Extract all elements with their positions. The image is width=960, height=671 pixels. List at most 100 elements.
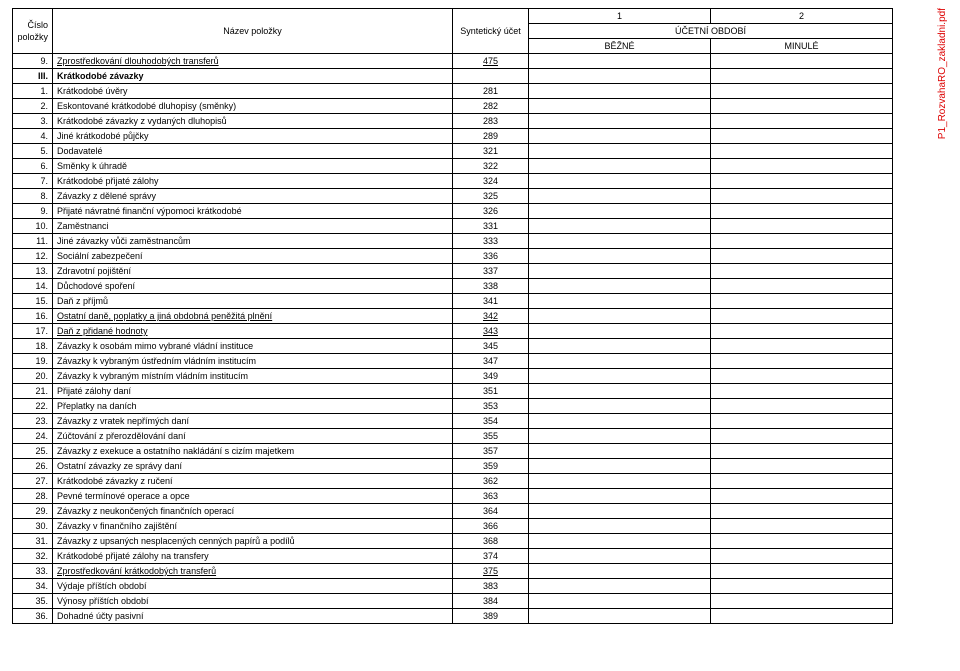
row-number: 5. [13, 144, 53, 159]
table-row: 23.Závazky z vratek nepřímých daní354 [13, 414, 893, 429]
row-account: 322 [453, 159, 529, 174]
table-row: 30.Závazky v finančního zajištění366 [13, 519, 893, 534]
table-row: 9.Zprostředkování dlouhodobých transferů… [13, 54, 893, 69]
row-period-current [529, 54, 711, 69]
row-number: 9. [13, 54, 53, 69]
row-period-past [711, 459, 893, 474]
row-name: Daň z přidané hodnoty [53, 324, 453, 339]
row-period-current [529, 384, 711, 399]
row-period-past [711, 99, 893, 114]
header-period-past: MINULÉ [711, 39, 893, 54]
row-period-current [529, 84, 711, 99]
table-row: 14.Důchodové spoření338 [13, 279, 893, 294]
table-row: 11.Jiné závazky vůči zaměstnancům333 [13, 234, 893, 249]
row-account: 281 [453, 84, 529, 99]
row-account: 354 [453, 414, 529, 429]
row-account: 362 [453, 474, 529, 489]
row-name: Dodavatelé [53, 144, 453, 159]
row-account: 384 [453, 594, 529, 609]
row-name: Krátkodobé závazky z ručení [53, 474, 453, 489]
row-number: 18. [13, 339, 53, 354]
header-period-1: 1 [529, 9, 711, 24]
row-number: 1. [13, 84, 53, 99]
row-number: 36. [13, 609, 53, 624]
row-account: 336 [453, 249, 529, 264]
row-period-current [529, 534, 711, 549]
row-period-current [529, 144, 711, 159]
row-name: Krátkodobé úvěry [53, 84, 453, 99]
row-account: 364 [453, 504, 529, 519]
row-period-current [529, 99, 711, 114]
table-row: 12.Sociální zabezpečení336 [13, 249, 893, 264]
row-name: Krátkodobé přijaté zálohy na transfery [53, 549, 453, 564]
row-number: 30. [13, 519, 53, 534]
row-period-past [711, 339, 893, 354]
row-name: Zprostředkování krátkodobých transferů [53, 564, 453, 579]
row-period-current [529, 459, 711, 474]
row-number: 23. [13, 414, 53, 429]
row-period-past [711, 294, 893, 309]
row-number: 4. [13, 129, 53, 144]
row-number: 28. [13, 489, 53, 504]
table-row: 7.Krátkodobé přijaté zálohy324 [13, 174, 893, 189]
table-row: 9.Přijaté návratné finanční výpomoci krá… [13, 204, 893, 219]
row-period-current [529, 324, 711, 339]
row-period-current [529, 579, 711, 594]
row-account: 349 [453, 369, 529, 384]
row-period-past [711, 444, 893, 459]
row-name: Pevné termínové operace a opce [53, 489, 453, 504]
row-number: 34. [13, 579, 53, 594]
row-period-current [529, 564, 711, 579]
row-period-past [711, 489, 893, 504]
row-account: 359 [453, 459, 529, 474]
row-period-past [711, 519, 893, 534]
row-name: Závazky z exekuce a ostatního nakládání … [53, 444, 453, 459]
row-number: 6. [13, 159, 53, 174]
row-number: 9. [13, 204, 53, 219]
row-number: 21. [13, 384, 53, 399]
table-row: 5.Dodavatelé321 [13, 144, 893, 159]
row-account [453, 69, 529, 84]
row-number: 17. [13, 324, 53, 339]
row-number: 33. [13, 564, 53, 579]
row-account: 333 [453, 234, 529, 249]
row-period-current [529, 294, 711, 309]
row-account: 326 [453, 204, 529, 219]
row-account: 342 [453, 309, 529, 324]
row-number: 10. [13, 219, 53, 234]
row-name: Výdaje příštích období [53, 579, 453, 594]
table-row: 28.Pevné termínové operace a opce363 [13, 489, 893, 504]
row-period-current [529, 174, 711, 189]
table-row: 4.Jiné krátkodobé půjčky289 [13, 129, 893, 144]
row-number: 14. [13, 279, 53, 294]
row-name: Ostatní daně, poplatky a jiná obdobná pe… [53, 309, 453, 324]
row-account: 357 [453, 444, 529, 459]
row-period-current [529, 414, 711, 429]
row-number: 3. [13, 114, 53, 129]
row-account: 337 [453, 264, 529, 279]
row-account: 343 [453, 324, 529, 339]
row-period-past [711, 54, 893, 69]
row-account: 353 [453, 399, 529, 414]
row-account: 368 [453, 534, 529, 549]
header-item-name: Název položky [53, 9, 453, 54]
table-row: III.Krátkodobé závazky [13, 69, 893, 84]
row-period-past [711, 564, 893, 579]
row-number: 11. [13, 234, 53, 249]
row-period-past [711, 159, 893, 174]
row-number: 2. [13, 99, 53, 114]
table-row: 24.Zúčtování z přerozdělování daní355 [13, 429, 893, 444]
row-account: 325 [453, 189, 529, 204]
row-period-current [529, 354, 711, 369]
row-period-past [711, 429, 893, 444]
row-period-current [529, 114, 711, 129]
row-account: 321 [453, 144, 529, 159]
row-period-current [529, 369, 711, 384]
row-number: 26. [13, 459, 53, 474]
table-row: 2.Eskontované krátkodobé dluhopisy (směn… [13, 99, 893, 114]
row-name: Zúčtování z přerozdělování daní [53, 429, 453, 444]
row-period-current [529, 129, 711, 144]
table-row: 25.Závazky z exekuce a ostatního nakládá… [13, 444, 893, 459]
row-account: 345 [453, 339, 529, 354]
row-account: 341 [453, 294, 529, 309]
